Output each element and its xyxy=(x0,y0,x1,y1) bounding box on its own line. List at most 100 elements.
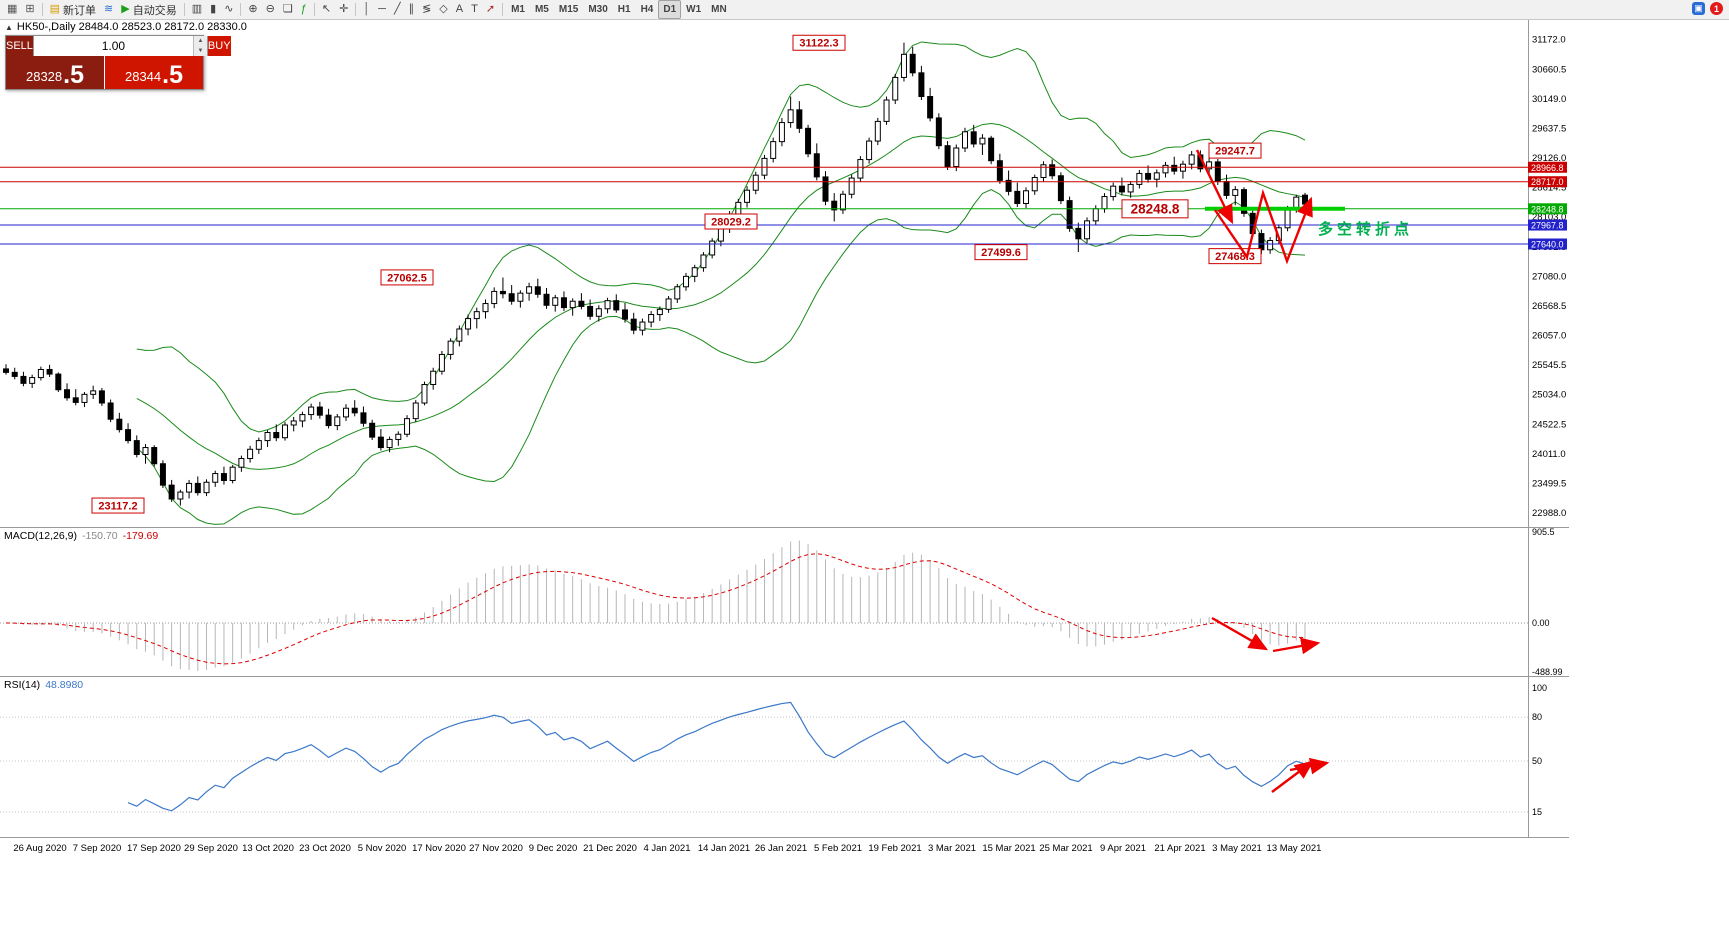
volume-up-icon[interactable]: ▲ xyxy=(193,36,207,46)
sell-button[interactable]: SELL xyxy=(6,36,33,56)
svg-text:0.00: 0.00 xyxy=(1532,618,1550,628)
timeframe-d1[interactable]: D1 xyxy=(658,0,682,19)
zoom-in-icon[interactable]: ⊕ xyxy=(244,0,261,19)
svg-text:28966.8: 28966.8 xyxy=(1531,163,1564,173)
svg-text:23 Oct 2020: 23 Oct 2020 xyxy=(299,843,351,854)
svg-text:25034.0: 25034.0 xyxy=(1532,390,1566,401)
line-chart-icon[interactable]: ∿ xyxy=(220,0,237,19)
svg-text:9 Dec 2020: 9 Dec 2020 xyxy=(529,843,578,854)
svg-text:7 Sep 2020: 7 Sep 2020 xyxy=(73,843,122,854)
label-icon-glyph: T xyxy=(471,3,478,15)
text-icon[interactable]: A xyxy=(452,0,467,19)
macd-indicator-label: MACD(12,26,9) -150.70 -179.69 xyxy=(4,530,158,542)
new-chart-icon[interactable]: ▦ xyxy=(3,0,21,19)
toolbar-separator xyxy=(183,3,185,16)
buy-price-main: 28344 xyxy=(124,69,162,84)
candlestick-chart-icon[interactable]: ▮ xyxy=(206,0,220,19)
svg-text:24522.5: 24522.5 xyxy=(1532,419,1566,430)
notification-badge[interactable]: 1 xyxy=(1710,2,1723,15)
line-chart-icon-glyph: ∿ xyxy=(224,3,234,15)
buy-price-button[interactable]: 28344.5 xyxy=(105,56,203,89)
vertical-line-icon[interactable]: │ xyxy=(359,0,374,19)
crosshair-icon[interactable]: ✛ xyxy=(335,0,352,19)
volume-down-icon[interactable]: ▼ xyxy=(193,46,207,56)
cursor-icon-glyph: ↖ xyxy=(321,3,332,15)
one-click-ticket: SELL ▲ ▼ BUY 28328.5 28344.5 xyxy=(5,35,231,90)
arrows-icon-glyph: ➚ xyxy=(485,3,496,15)
timeframe-h1[interactable]: H1 xyxy=(617,4,631,15)
symbol-ohlc-text: HK50-,Daily 28484.0 28523.0 28172.0 2833… xyxy=(16,21,247,33)
timeframe-m15[interactable]: M15 xyxy=(558,4,579,15)
timeframe-mn[interactable]: MN xyxy=(711,4,727,15)
chart-profiles-icon-glyph: ⊞ xyxy=(25,3,35,15)
svg-text:-488.99: -488.99 xyxy=(1532,667,1563,677)
svg-text:17 Sep 2020: 17 Sep 2020 xyxy=(127,843,181,854)
volume-spinner: ▲ ▼ xyxy=(192,36,207,56)
mql-community-icon[interactable]: ≋ xyxy=(100,0,117,19)
fibonacci-icon[interactable]: ≶ xyxy=(418,0,435,19)
channel-icon[interactable]: ∥ xyxy=(405,0,419,19)
svg-text:15 Mar 2021: 15 Mar 2021 xyxy=(982,843,1035,854)
panel-collapse-icon[interactable]: ▲ xyxy=(5,22,13,32)
svg-text:29247.7: 29247.7 xyxy=(1215,145,1255,157)
svg-text:21 Apr 2021: 21 Apr 2021 xyxy=(1154,843,1205,854)
svg-text:多空转折点: 多空转折点 xyxy=(1318,220,1413,238)
volume-input[interactable] xyxy=(33,36,193,56)
sell-price-big: .5 xyxy=(63,61,84,89)
buy-button[interactable]: BUY xyxy=(207,36,231,56)
timeframe-m30[interactable]: M30 xyxy=(588,4,608,15)
trendline-icon[interactable]: ╱ xyxy=(390,0,405,19)
new-order-button[interactable]: ▤ 新订单 xyxy=(46,0,100,19)
toolbar-right-icons: ▣ 1 xyxy=(1692,2,1723,15)
bar-chart-icon-glyph: ▥ xyxy=(191,3,203,15)
autotrading-button-label: 自动交易 xyxy=(132,4,177,17)
svg-text:27640.0: 27640.0 xyxy=(1531,239,1564,249)
macd-value-1: -150.70 xyxy=(81,530,118,542)
timeframe-m1[interactable]: M1 xyxy=(511,4,525,15)
bar-chart-icon[interactable]: ▥ xyxy=(188,0,206,19)
svg-text:27080.0: 27080.0 xyxy=(1532,271,1566,282)
tile-windows-icon-glyph: ❏ xyxy=(282,3,293,15)
svg-text:21 Dec 2020: 21 Dec 2020 xyxy=(583,843,637,854)
sell-price-button[interactable]: 28328.5 xyxy=(6,56,105,89)
tile-windows-icon[interactable]: ❏ xyxy=(279,0,297,19)
cursor-icon[interactable]: ↖ xyxy=(318,0,335,19)
shapes-icon[interactable]: ◇ xyxy=(435,0,451,19)
svg-text:5 Feb 2021: 5 Feb 2021 xyxy=(814,843,862,854)
volume-box: ▲ ▼ xyxy=(32,36,208,56)
svg-text:25 Mar 2021: 25 Mar 2021 xyxy=(1039,843,1092,854)
svg-text:13 May 2021: 13 May 2021 xyxy=(1267,843,1322,854)
svg-text:5 Nov 2020: 5 Nov 2020 xyxy=(358,843,407,854)
chart-profiles-icon[interactable]: ⊞ xyxy=(21,0,38,19)
shapes-icon-glyph: ◇ xyxy=(439,3,448,15)
svg-text:9 Apr 2021: 9 Apr 2021 xyxy=(1100,843,1146,854)
svg-text:27062.5: 27062.5 xyxy=(387,272,427,284)
svg-text:28248.8: 28248.8 xyxy=(1531,204,1564,214)
horizontal-line-icon[interactable]: ─ xyxy=(374,0,390,19)
text-icon-glyph: A xyxy=(455,3,464,15)
svg-text:3 May 2021: 3 May 2021 xyxy=(1212,843,1262,854)
svg-text:31122.3: 31122.3 xyxy=(799,38,838,50)
zoom-in-icon-glyph: ⊕ xyxy=(248,3,258,15)
arrows-icon[interactable]: ➚ xyxy=(482,0,499,19)
indicators-icon[interactable]: ƒ xyxy=(297,0,311,19)
timeframe-w1[interactable]: W1 xyxy=(686,4,702,15)
timeframe-h4[interactable]: H4 xyxy=(640,4,654,15)
horizontal-line-icon-glyph: ─ xyxy=(378,3,386,15)
timeframe-m5[interactable]: M5 xyxy=(534,4,549,15)
buy-price-big: .5 xyxy=(162,61,183,89)
svg-text:27967.8: 27967.8 xyxy=(1531,221,1564,231)
svg-text:15: 15 xyxy=(1532,807,1542,817)
symbol-ohlc-line: ▲ HK50-,Daily 28484.0 28523.0 28172.0 28… xyxy=(5,21,325,33)
svg-text:26057.0: 26057.0 xyxy=(1532,331,1566,342)
trendline-icon-glyph: ╱ xyxy=(393,3,401,15)
zoom-out-icon[interactable]: ⊖ xyxy=(262,0,279,19)
autotrading-button[interactable]: ▶ 自动交易 xyxy=(117,0,180,19)
svg-text:25545.5: 25545.5 xyxy=(1532,360,1566,371)
toolbar: ▦ ⊞ ▤ 新订单 ≋ ▶ 自动交易 ▥ ▮ ∿ ⊕ ⊖ ❏ ƒ ↖ ✛ │ ─ ╱ ∥ ≶ ◇ A T ➚ M1 M5 M15 M30… xyxy=(0,0,1729,20)
indicators-icon-glyph: ƒ xyxy=(300,3,307,15)
label-icon[interactable]: T xyxy=(467,0,482,19)
community-icon[interactable]: ▣ xyxy=(1692,2,1705,15)
toolbar-separator xyxy=(355,3,357,16)
